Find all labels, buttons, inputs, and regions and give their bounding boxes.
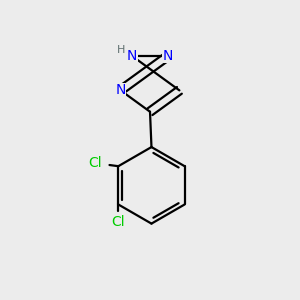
Text: Cl: Cl: [112, 214, 125, 229]
Text: N: N: [163, 49, 173, 63]
Text: N: N: [127, 49, 137, 63]
Text: H: H: [116, 45, 125, 55]
Text: Cl: Cl: [88, 156, 102, 170]
Text: N: N: [116, 83, 126, 98]
